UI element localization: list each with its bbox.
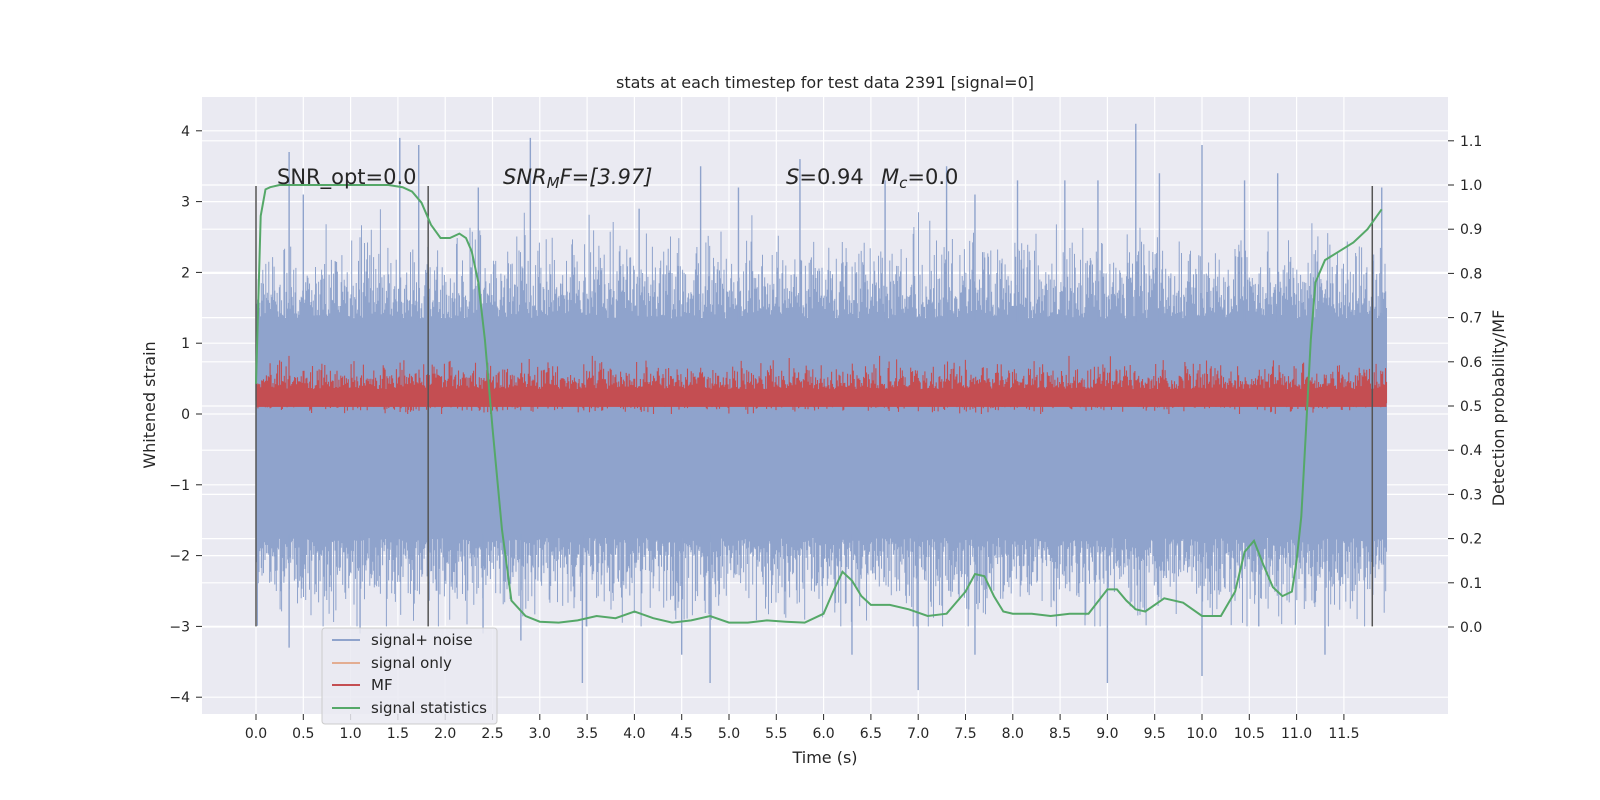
legend: signal+ noise signal only MF signal stat… <box>321 627 498 725</box>
annotation-s: S=0.94 <box>786 165 864 189</box>
series-signal-noise <box>255 123 1387 691</box>
x-tick-label: 0.0 <box>245 726 267 742</box>
y-tick-label: 0 <box>181 407 190 423</box>
legend-box <box>321 627 498 725</box>
y2-tick-label: 0.0 <box>1460 620 1482 636</box>
x-tick-label: 5.0 <box>718 726 740 742</box>
legend-label-signal-only: signal only <box>371 654 452 672</box>
y2-tick-label: 0.1 <box>1460 576 1482 592</box>
annotation-snr-mf: SNRMF=[3.97] <box>503 165 652 192</box>
y-tick-label: −4 <box>169 690 190 706</box>
legend-label-mf: MF <box>371 676 393 694</box>
x-tick-label: 9.5 <box>1144 726 1166 742</box>
x-tick-label: 7.5 <box>954 726 976 742</box>
x-tick-label: 7.0 <box>907 726 929 742</box>
y-axis-label: Whitened strain <box>140 341 159 468</box>
legend-label-signal-noise: signal+ noise <box>371 631 473 649</box>
y-tick-labels: 4 3 2 1 0 −1 −2 −3 −4 <box>169 124 202 706</box>
x-tick-label: 10.5 <box>1234 726 1265 742</box>
x-tick-label: 0.5 <box>292 726 314 742</box>
x-axis-label: Time (s) <box>791 748 857 767</box>
x-tick-label: 1.5 <box>387 726 409 742</box>
y-tick-label: −2 <box>169 549 190 565</box>
chart-title: stats at each timestep for test data 239… <box>616 73 1034 92</box>
y2-tick-label: 0.6 <box>1460 355 1482 371</box>
y2-tick-label: 0.9 <box>1460 222 1482 238</box>
x-tick-label: 2.0 <box>434 726 456 742</box>
signal-statistics-line <box>255 184 1383 624</box>
x-tick-label: 1.0 <box>339 726 361 742</box>
x-tick-label: 4.5 <box>671 726 693 742</box>
x-tick-labels: 0.0 0.5 1.0 1.5 2.0 2.5 3.0 3.5 4.0 4.5 5.0 5.5 6.0 6… <box>245 714 1359 742</box>
x-tick-label: 8.0 <box>1002 726 1024 742</box>
x-tick-label: 11.5 <box>1328 726 1359 742</box>
y2-tick-label: 1.1 <box>1460 134 1482 150</box>
y2-axis-label: Detection probability/MF <box>1489 310 1508 507</box>
y2-tick-label: 0.7 <box>1460 311 1482 327</box>
y2-tick-label: 0.3 <box>1460 487 1482 503</box>
y2-tick-label: 0.8 <box>1460 266 1482 282</box>
legend-label-signal-statistics: signal statistics <box>371 699 487 717</box>
y2-tick-label: 0.2 <box>1460 532 1482 548</box>
y-tick-label: −1 <box>169 478 190 494</box>
x-tick-label: 10.0 <box>1186 726 1217 742</box>
y2-tick-labels: 0.0 0.1 0.2 0.3 0.4 0.5 0.6 0.7 0.8 0.9 1.0 1.1 <box>1448 134 1482 636</box>
y-tick-label: 2 <box>181 265 190 281</box>
x-tick-label: 3.0 <box>529 726 551 742</box>
x-tick-label: 8.5 <box>1049 726 1071 742</box>
x-tick-label: 6.0 <box>812 726 834 742</box>
y-tick-label: −3 <box>169 619 190 635</box>
y2-tick-label: 0.5 <box>1460 399 1482 415</box>
y-tick-label: 3 <box>181 195 190 211</box>
annotation-mc: Mc=0.0 <box>881 165 958 192</box>
x-tick-label: 6.5 <box>860 726 882 742</box>
y-tick-label: 4 <box>181 124 190 140</box>
vertical-markers <box>255 186 1374 627</box>
series-signal-statistics <box>255 184 1383 624</box>
x-tick-label: 11.0 <box>1281 726 1312 742</box>
annotation-snr-opt: SNR_opt=0.0 <box>277 165 417 190</box>
x-tick-label: 9.0 <box>1096 726 1118 742</box>
x-tick-label: 2.5 <box>481 726 503 742</box>
y2-tick-label: 0.4 <box>1460 443 1482 459</box>
x-tick-label: 5.5 <box>765 726 787 742</box>
y-tick-label: 1 <box>181 336 190 352</box>
x-tick-label: 3.5 <box>576 726 598 742</box>
x-tick-label: 4.0 <box>623 726 645 742</box>
y2-tick-label: 1.0 <box>1460 178 1482 194</box>
